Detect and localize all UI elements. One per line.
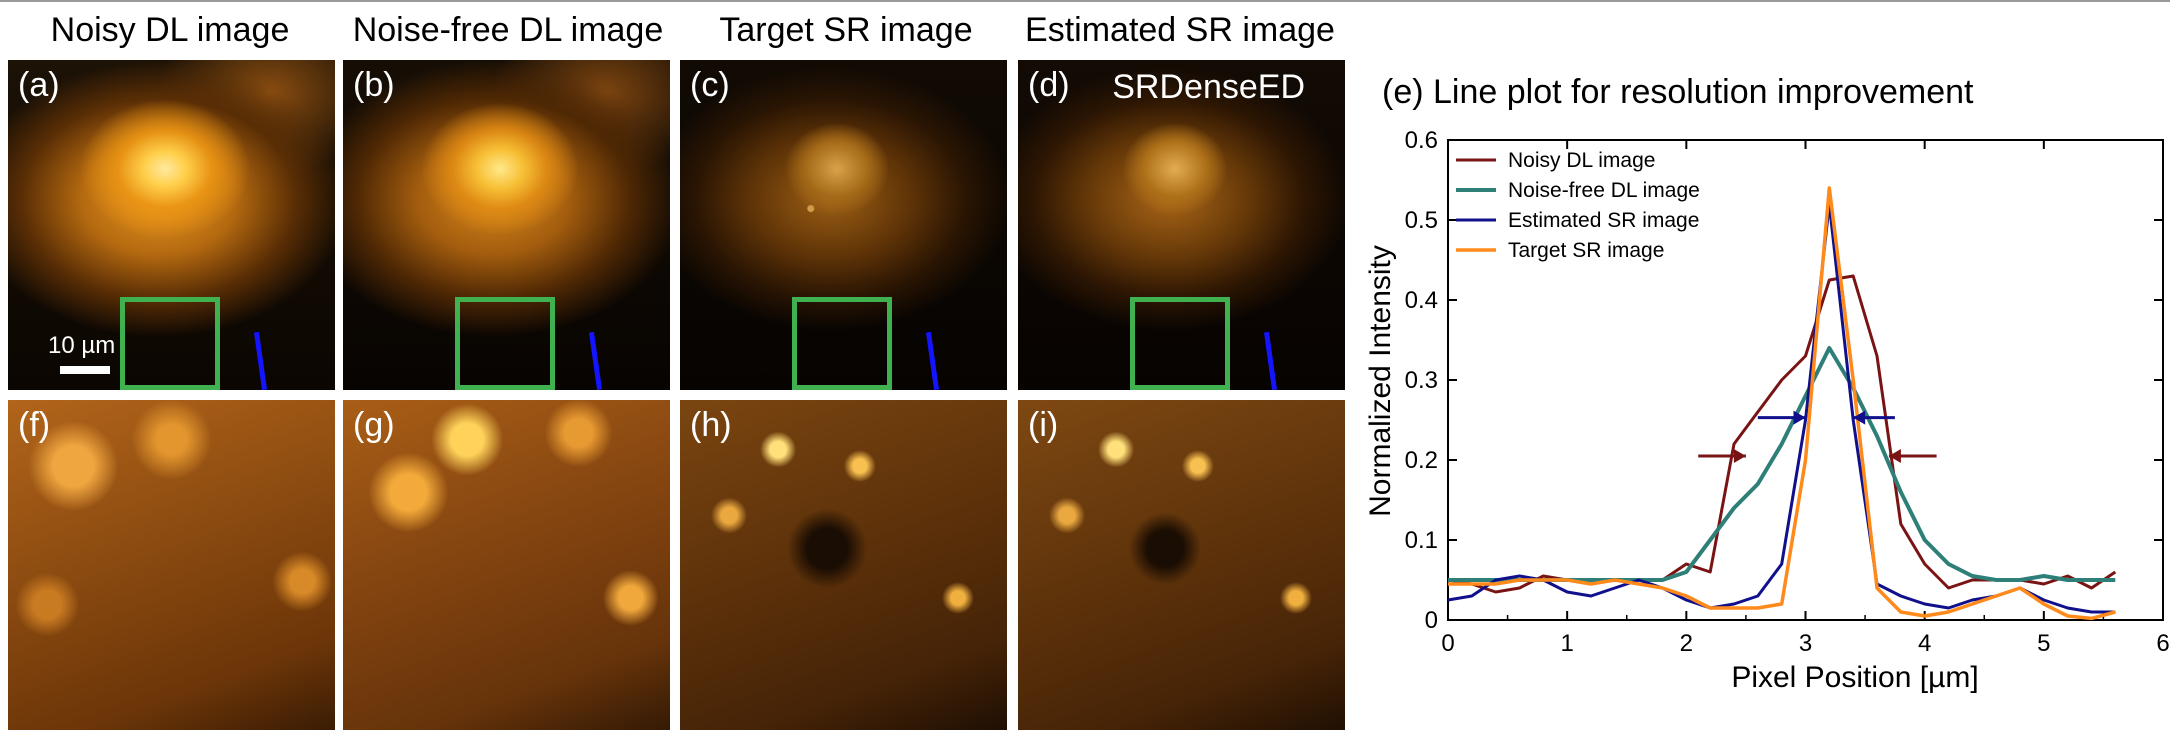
fwhm-arrow-noisy-right-head [1888, 449, 1901, 463]
y-tick-label: 0.5 [1405, 207, 1438, 234]
line-plot-chart: (e) Line plot for resolution improvement… [1364, 73, 2170, 694]
x-tick-label: 5 [2037, 630, 2050, 657]
chart-title: (e) Line plot for resolution improvement [1382, 73, 1974, 111]
panel-label-a: (a) [18, 66, 60, 104]
scale-bar-label: 10 µm [48, 332, 116, 359]
legend-entry: Noise-free DL image [1508, 179, 1700, 202]
panel-f-noisy-zoom: (f) [8, 400, 335, 730]
panel-label-g: (g) [353, 406, 395, 444]
panel-d-estimated-sr-image: (d) SRDenseED [1018, 60, 1345, 390]
fwhm-arrow-estimated-left-head [1793, 410, 1806, 425]
x-axis-label: Pixel Position [µm] [1731, 661, 1978, 694]
x-tick-label: 3 [1799, 630, 1812, 657]
fwhm-arrow-estimated-right-head [1853, 410, 1866, 425]
panel-label-b: (b) [353, 66, 395, 104]
series-line-target [1448, 186, 2116, 621]
column-title-estimated: Estimated SR image [1025, 11, 1335, 49]
panel-label-i: (i) [1028, 406, 1059, 444]
y-tick-label: 0.6 [1405, 127, 1438, 154]
y-tick-label: 0.3 [1405, 367, 1438, 394]
series-line-noisefree [1448, 346, 2116, 582]
series-line-estimated [1447, 202, 2116, 614]
roi-box [792, 297, 892, 390]
column-title-noise-free: Noise-free DL image [352, 11, 664, 49]
roi-box [455, 297, 555, 390]
legend-entry: Target SR image [1508, 239, 1664, 262]
series-line-noisy [1447, 274, 2117, 594]
y-tick-label: 0.1 [1405, 527, 1438, 554]
panel-label-h: (h) [690, 406, 732, 444]
legend-entry: Noisy DL image [1508, 149, 1655, 172]
panel-a-noisy-image: (a) 10 µm [8, 60, 335, 390]
y-tick-label: 0.4 [1405, 287, 1438, 314]
roi-box [1130, 297, 1230, 390]
fwhm-arrow-noisy-left-head [1733, 449, 1746, 463]
x-tick-label: 2 [1680, 630, 1693, 657]
line-profile-marker [253, 331, 268, 390]
panel-g-noise-free-zoom: (g) [343, 400, 670, 730]
panel-c-target-sr-image: (c) [680, 60, 1007, 390]
y-axis-label: Normalized Intensity [1364, 245, 1397, 517]
panel-h-target-sr-zoom: (h) [680, 400, 1007, 730]
column-title-target: Target SR image [719, 11, 973, 49]
y-tick-label: 0 [1425, 607, 1438, 634]
x-tick-label: 1 [1560, 630, 1573, 657]
legend-entry: Estimated SR image [1508, 209, 1699, 232]
y-tick-label: 0.2 [1405, 447, 1438, 474]
x-tick-label: 0 [1441, 630, 1454, 657]
panel-label-f: (f) [18, 406, 51, 444]
plot-area: 0 1 2 3 4 5 6 0 0.1 0.2 0.3 0.4 0.5 0.6 Noisy DL image… [1405, 127, 2170, 657]
column-title-noisy: Noisy DL image [50, 11, 290, 49]
x-tick-label: 6 [2156, 630, 2169, 657]
roi-box [120, 297, 220, 390]
panel-label-c: (c) [690, 66, 730, 104]
line-profile-marker [925, 331, 940, 390]
line-profile-marker [1263, 331, 1278, 390]
panel-b-noise-free-image: (b) [343, 60, 670, 390]
x-tick-label: 4 [1918, 630, 1931, 657]
scale-bar [60, 366, 110, 374]
panel-label-d: (d) [1028, 66, 1070, 104]
top-rule [0, 0, 2170, 2]
panel-i-estimated-sr-zoom: (i) [1018, 400, 1345, 730]
method-label: SRDenseED [1112, 68, 1305, 106]
line-profile-marker [588, 331, 603, 390]
